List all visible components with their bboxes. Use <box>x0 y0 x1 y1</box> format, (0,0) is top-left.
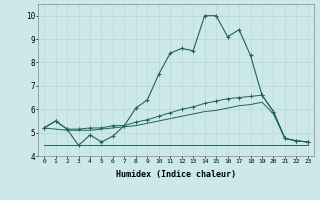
X-axis label: Humidex (Indice chaleur): Humidex (Indice chaleur) <box>116 170 236 179</box>
